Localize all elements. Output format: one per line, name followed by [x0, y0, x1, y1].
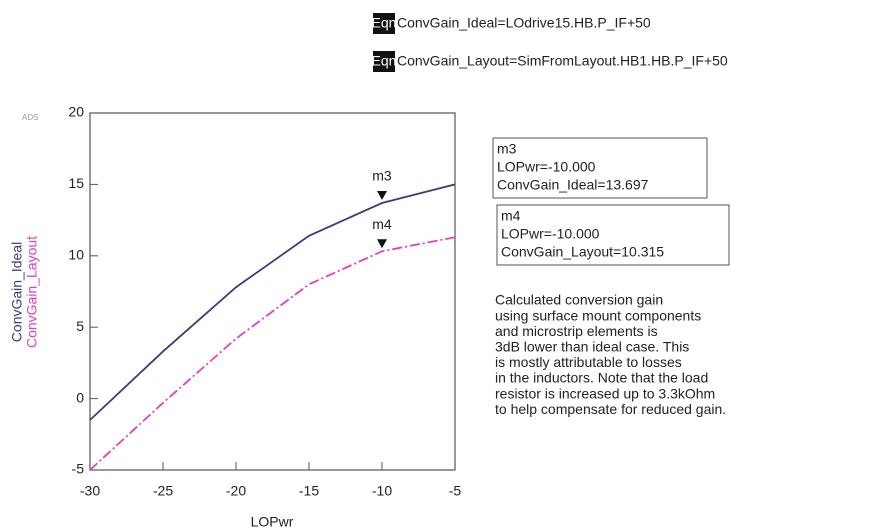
- marker-readout: ConvGain_Layout=10.315: [501, 244, 664, 260]
- eqn-badge-label: Eqn: [372, 53, 397, 69]
- series-line: [89, 183, 456, 421]
- y-tick-label: 10: [68, 247, 84, 263]
- eqn-badge: [373, 51, 395, 72]
- marker: [377, 239, 387, 249]
- y-tick-label: -5: [72, 461, 85, 477]
- series-line: [89, 236, 456, 471]
- eqn-badge: [373, 13, 395, 34]
- note-line: is mostly attributable to losses: [495, 354, 682, 370]
- marker-readout: LOPwr=-10.000: [501, 226, 600, 242]
- marker-box: [492, 137, 708, 199]
- x-tick-label: -15: [299, 483, 319, 499]
- y-axis-label: ConvGain_Ideal: [9, 242, 25, 342]
- x-tick-label: -5: [449, 483, 462, 499]
- x-tick-label: -10: [372, 483, 392, 499]
- note-line: Calculated conversion gain: [495, 292, 663, 308]
- note-line: in the inductors. Note that the load: [495, 370, 708, 386]
- marker: [377, 191, 387, 201]
- x-tick-label: -20: [226, 483, 246, 499]
- plot-frame: [89, 112, 456, 471]
- note-line: to help compensate for reduced gain.: [495, 401, 726, 417]
- marker-box: [496, 204, 730, 266]
- y-tick-label: 15: [68, 175, 84, 191]
- equation: ConvGain_Layout=SimFromLayout.HB1.HB.P_I…: [397, 53, 728, 69]
- marker-readout: m4: [501, 208, 521, 224]
- marker-readout: ConvGain_Ideal=13.697: [497, 177, 649, 193]
- x-axis-label: LOPwr: [251, 514, 294, 530]
- marker-readout: m3: [497, 141, 517, 157]
- marker-label: m4: [372, 216, 392, 232]
- eqn-badge-label: Eqn: [372, 15, 397, 31]
- x-tick-label: -25: [153, 483, 173, 499]
- y-tick-label: 0: [76, 389, 84, 405]
- note-line: 3dB lower than ideal case. This: [495, 339, 689, 355]
- note-line: and microstrip elements is: [495, 323, 658, 339]
- y-axis-label: ConvGain_Layout: [24, 236, 40, 348]
- x-tick-label: -30: [80, 483, 100, 499]
- note-line: resistor is increased up to 3.3kOhm: [495, 385, 715, 401]
- marker-label: m3: [372, 168, 392, 184]
- note-line: using surface mount components: [495, 307, 701, 323]
- marker-readout: LOPwr=-10.000: [497, 159, 596, 175]
- equation: ConvGain_Ideal=LOdrive15.HB.P_IF+50: [397, 15, 651, 31]
- y-tick-label: 20: [68, 104, 84, 120]
- y-tick-label: 5: [76, 318, 84, 334]
- corner-label: ADS: [22, 113, 38, 122]
